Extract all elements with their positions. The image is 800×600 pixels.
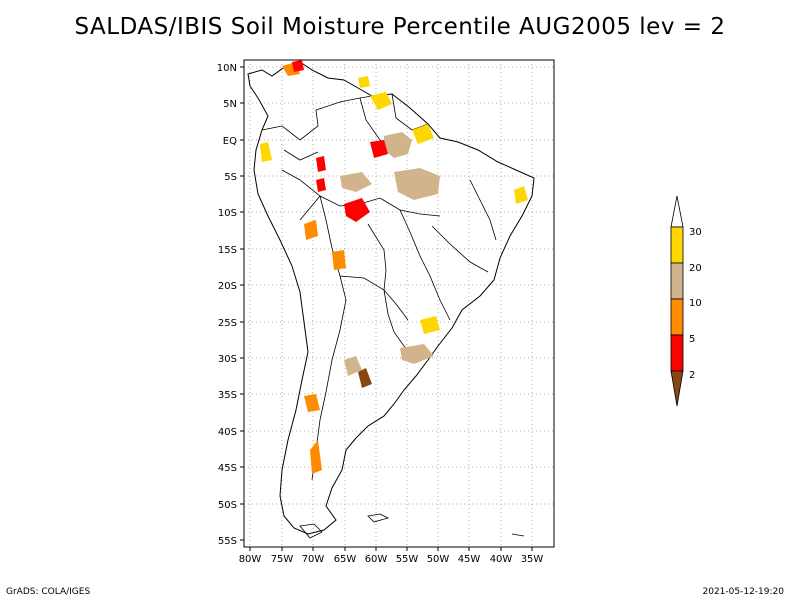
lat-label: 30S [218, 354, 237, 365]
lat-label: 50S [218, 500, 237, 511]
legend-label: 20 [689, 263, 702, 274]
blob-tan-4 [400, 344, 434, 364]
longitude-labels: 80W 75W 70W 65W 60W 55W 50W 45W 40W 35W [239, 554, 544, 565]
lat-label: 10N [217, 63, 237, 74]
legend-swatch-below-2 [670, 370, 684, 407]
lon-label: 40W [490, 554, 513, 565]
blob-tan-3 [340, 172, 372, 192]
lon-label: 65W [334, 554, 357, 565]
lon-label: 35W [521, 554, 544, 565]
legend-swatch-5-10 [670, 298, 684, 336]
lat-label: EQ [223, 136, 237, 147]
south-america-outline [247, 61, 535, 535]
lon-label: 75W [271, 554, 294, 565]
lat-label: 15S [218, 245, 237, 256]
color-legend [670, 195, 684, 407]
blob-orange-5 [332, 250, 346, 270]
lat-label: 20S [218, 281, 237, 292]
blob-yellow-5 [420, 316, 440, 334]
blob-tan-5 [344, 356, 362, 376]
blob-tan-2 [394, 168, 440, 200]
blob-orange-3 [310, 440, 322, 474]
lat-label: 25S [218, 318, 237, 329]
blob-yellow-4 [260, 142, 272, 162]
blob-red-3 [316, 156, 326, 172]
blob-red-2 [344, 198, 370, 222]
lat-label: 5S [224, 172, 237, 183]
blob-orange-2 [304, 220, 318, 240]
legend-swatch-above-30 [670, 195, 684, 228]
lon-label: 60W [365, 554, 388, 565]
lat-label: 40S [218, 427, 237, 438]
legend-label: 30 [689, 227, 702, 238]
percentile-blobs [260, 60, 528, 474]
axis-ticks [240, 66, 533, 551]
lon-label: 55W [396, 554, 419, 565]
lon-label: 45W [458, 554, 481, 565]
blob-red-1 [370, 140, 388, 158]
blob-red-5 [316, 178, 326, 192]
lat-label: 10S [218, 208, 237, 219]
lon-label: 50W [427, 554, 450, 565]
latitude-labels: 10N 5N EQ 5S 10S 15S 20S 25S 30S 35S 40S… [217, 63, 237, 547]
blob-yellow-1 [370, 92, 392, 110]
lon-label: 70W [302, 554, 325, 565]
legend-swatch-2-5 [670, 334, 684, 372]
blob-yellow-3 [358, 76, 370, 88]
legend-swatch-10-20 [670, 262, 684, 300]
legend-swatch-20-30 [670, 226, 684, 264]
legend-labels: 30 20 10 5 2 [689, 227, 702, 381]
blob-yellow-6 [514, 186, 528, 204]
lat-label: 5N [223, 99, 237, 110]
tierra-del-fuego [299, 513, 525, 539]
lat-label: 55S [218, 536, 237, 547]
legend-label: 10 [689, 298, 702, 309]
blob-red-4 [292, 60, 304, 72]
lat-label: 45S [218, 463, 237, 474]
map-frame [243, 59, 555, 548]
blob-yellow-2 [412, 124, 434, 144]
blob-brown-1 [358, 368, 372, 388]
lat-label: 35S [218, 390, 237, 401]
legend-label: 2 [689, 370, 695, 381]
blob-orange-4 [304, 394, 320, 412]
footer-credit: GrADS: COLA/IGES [6, 587, 91, 597]
legend-label: 5 [689, 334, 695, 345]
map-title: SALDAS/IBIS Soil Moisture Percentile AUG… [74, 14, 726, 40]
blob-tan-1 [384, 132, 412, 158]
lon-label: 80W [239, 554, 262, 565]
footer-timestamp: 2021-05-12-19:20 [702, 587, 785, 597]
